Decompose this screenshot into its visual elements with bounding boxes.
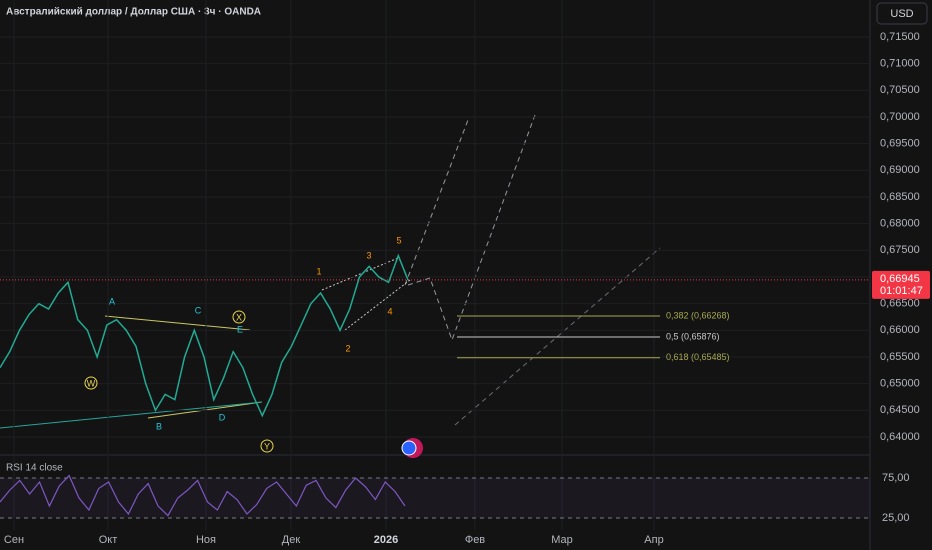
x-tick-label: Ноя: [196, 534, 216, 546]
x-tick-label: Сен: [4, 534, 24, 546]
y-tick-label: 0,70500: [880, 84, 920, 96]
rsi-line: [0, 474, 406, 517]
countdown: 01:01:47: [880, 285, 923, 297]
wave-label: E: [237, 324, 243, 334]
projection: [404, 114, 661, 426]
last-price-box: [872, 270, 930, 299]
x-tick-label: 2026: [374, 534, 398, 546]
y-tick-label: 0,70000: [880, 111, 920, 123]
fib-label: 0,382 (0,66268): [666, 310, 730, 320]
rsi-tick-label: 75,00: [882, 472, 910, 484]
currency-button[interactable]: [876, 2, 928, 25]
wave-label: W: [87, 378, 96, 388]
wave-label: Y: [264, 441, 270, 451]
wave-label: A: [109, 296, 115, 306]
y-tick-label: 0,64000: [880, 431, 920, 443]
wave-circle: [232, 310, 246, 324]
wave-label: 5: [396, 235, 401, 245]
chart-title: Австралийский доллар / Доллар США · 3ч ·…: [6, 7, 261, 18]
x-tick-label: Апр: [644, 534, 663, 546]
price-line: [0, 253, 409, 418]
rsi-tick-label: 25,00: [882, 512, 910, 524]
y-tick-label: 0,66500: [880, 298, 920, 310]
y-tick-label: 0,69000: [880, 164, 920, 176]
x-tick-label: Мар: [551, 534, 573, 546]
y-tick-label: 0,68000: [880, 218, 920, 230]
event-icon[interactable]: [401, 440, 417, 456]
wave-label: 1: [316, 266, 321, 276]
fib-label: 0,618 (0,65485): [666, 352, 730, 362]
y-tick-label: 0,71500: [880, 31, 920, 43]
rsi-band: [0, 478, 870, 518]
wave-label: X: [236, 312, 242, 322]
fib-label: 0,5 (0,65876): [666, 331, 720, 341]
wave-label: B: [156, 421, 162, 431]
wave-label: 3: [366, 250, 371, 260]
wave-circle: [84, 376, 98, 390]
rsi-label: RSI 14 close: [6, 463, 63, 474]
last-price-label: 0,66945: [880, 273, 920, 285]
x-tick-label: Фев: [465, 534, 485, 546]
x-tick-label: Дек: [282, 534, 301, 546]
wave-label: D: [219, 412, 226, 422]
wave-label: 4: [387, 306, 392, 316]
y-tick-label: 0,67500: [880, 244, 920, 256]
wave-label: C: [195, 305, 202, 315]
y-tick-label: 0,64500: [880, 404, 920, 416]
y-tick-label: 0,69500: [880, 138, 920, 150]
x-tick-label: Окт: [99, 534, 118, 546]
y-tick-label: 0,66000: [880, 324, 920, 336]
currency[interactable]: USD: [890, 8, 913, 20]
y-tick-label: 0,68500: [880, 191, 920, 203]
wave-label: 2: [345, 343, 350, 353]
y-tick-label: 0,65500: [880, 351, 920, 363]
y-tick-label: 0,65000: [880, 378, 920, 390]
wave-circle: [260, 439, 274, 453]
y-tick-label: 0,71000: [880, 58, 920, 70]
